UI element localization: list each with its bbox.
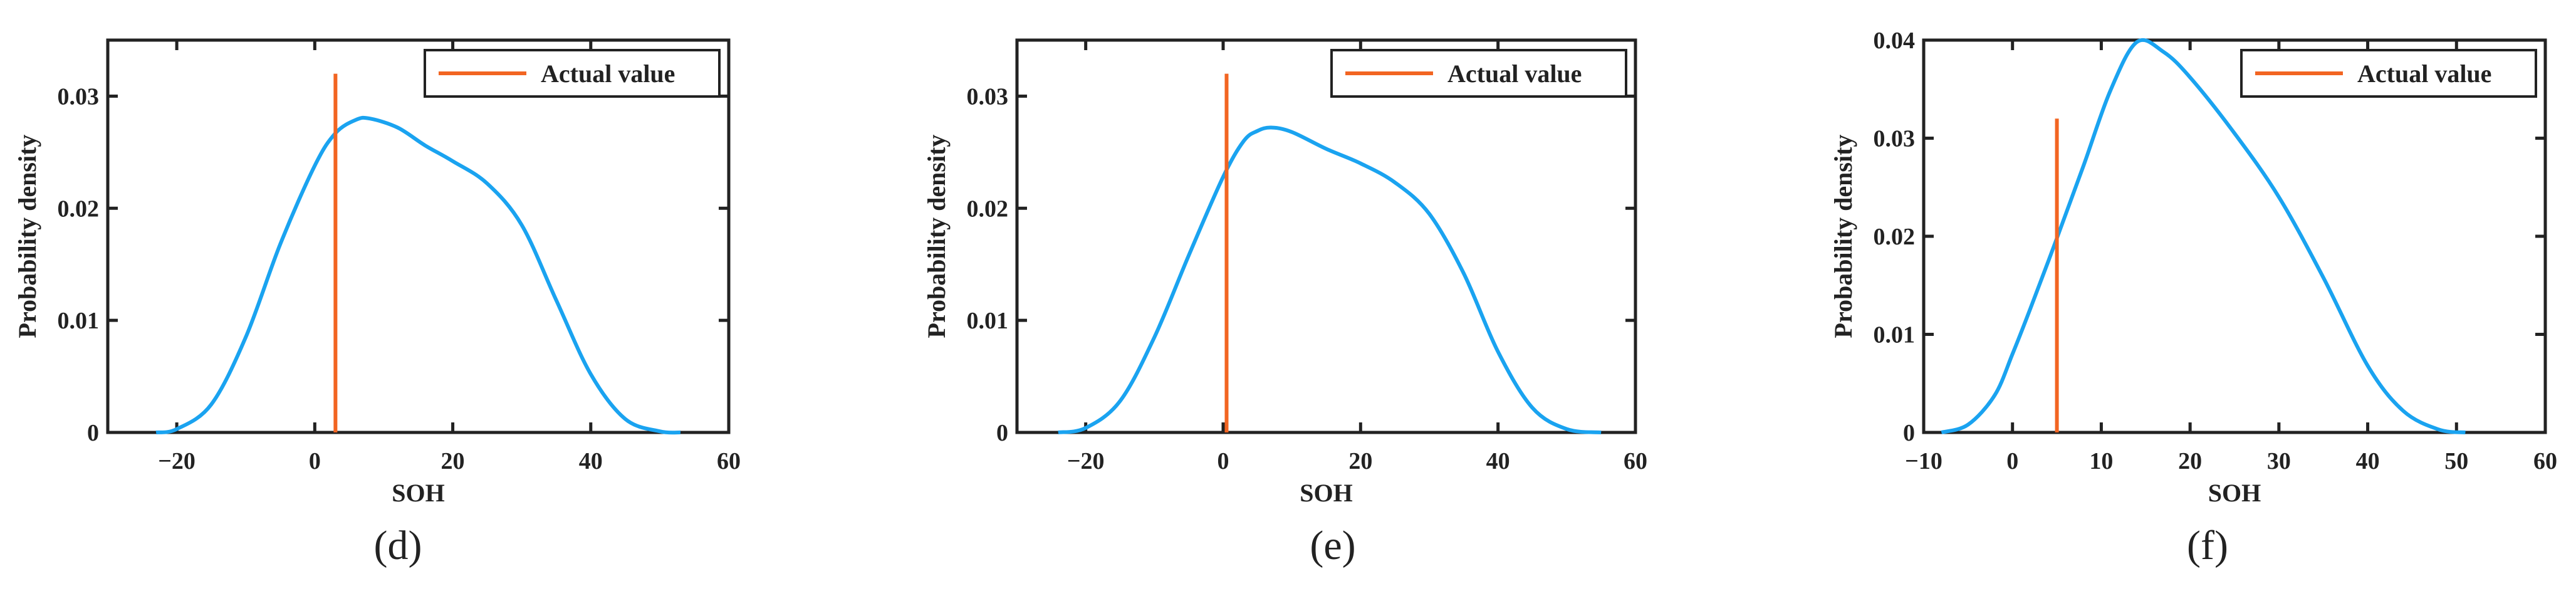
chart-panel-2: −20 0 20 40 60 0 0.01 0.02 0.03 SOH Probability de… [922, 38, 1647, 568]
x-tick-label: 60 [1624, 448, 1647, 474]
y-tick-label: 0.02 [1874, 224, 1916, 250]
x-tick-label: 50 [2444, 448, 2468, 474]
density-curve [1058, 125, 1602, 434]
y-tick-label: 0.01 [1874, 322, 1916, 348]
x-tick-label: 0 [1218, 448, 1229, 474]
legend-label: Actual value [2357, 60, 2491, 88]
x-tick-label: 40 [579, 448, 603, 474]
y-tick-label: 0.01 [967, 308, 1009, 334]
x-tick-label: 0 [309, 448, 321, 474]
x-tick-label: −20 [1067, 448, 1105, 474]
plot-frame [106, 38, 731, 434]
x-axis-label: SOH [2208, 479, 2261, 507]
x-tick-label: 60 [717, 448, 741, 474]
plot-frame [1015, 38, 1637, 434]
y-axis-label: Probability density [1829, 135, 1857, 338]
y-axis-label: Probability density [922, 135, 951, 338]
legend: Actual value [424, 49, 721, 98]
x-tick-label: −10 [1905, 448, 1942, 474]
panel-label: (e) [1310, 523, 1355, 568]
y-tick-label: 0.03 [58, 83, 100, 110]
chart-panel-1: −20 0 20 40 60 0 0.01 0.02 0.03 SOH Probability de… [13, 38, 741, 568]
y-tick-label: 0.04 [1874, 28, 1916, 54]
y-tick-label: 0.03 [967, 83, 1009, 110]
x-tick-label: 60 [2533, 448, 2557, 474]
x-tick-label: 40 [1486, 448, 1510, 474]
density-curve [155, 115, 681, 435]
y-tick-label: 0 [87, 420, 99, 446]
panel-label: (f) [2187, 523, 2228, 568]
legend-label: Actual value [1447, 60, 1582, 88]
y-tick-label: 0.01 [58, 308, 100, 334]
x-tick-label: 10 [2089, 448, 2113, 474]
x-tick-label: 0 [2006, 448, 2018, 474]
plot-frame [1922, 38, 2547, 434]
x-tick-label: 20 [1348, 448, 1372, 474]
x-tick-label: 40 [2356, 448, 2380, 474]
y-axis-label: Probability density [13, 135, 41, 338]
legend: Actual value [2240, 49, 2537, 98]
y-tick-label: 0.02 [58, 196, 100, 222]
x-tick-label: 20 [441, 448, 465, 474]
density-curve [1941, 38, 2466, 434]
panel-label: (d) [374, 523, 422, 568]
y-tick-label: 0.03 [1874, 126, 1916, 152]
x-axis-label: SOH [392, 479, 444, 507]
chart-panel-3: −10 0 10 20 30 40 50 6000.010.020.030.04SOHProb… [1829, 28, 2557, 568]
x-tick-label: 20 [2178, 448, 2202, 474]
legend-label: Actual value [541, 60, 675, 88]
legend: Actual value [1330, 49, 1627, 98]
x-tick-label: −20 [158, 448, 196, 474]
x-axis-label: SOH [1300, 479, 1352, 507]
x-tick-label: 30 [2267, 448, 2291, 474]
y-tick-label: 0 [996, 420, 1008, 446]
y-tick-label: 0.02 [967, 196, 1009, 222]
y-tick-label: 0 [1903, 420, 1915, 446]
